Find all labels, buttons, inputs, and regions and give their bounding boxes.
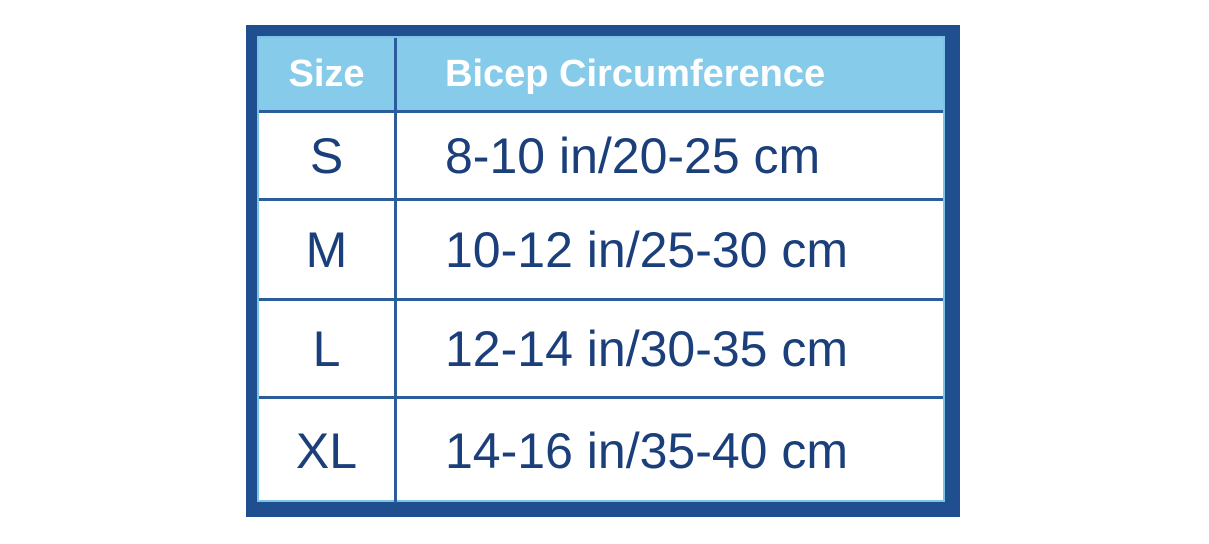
- size-cell: XL: [259, 399, 397, 503]
- table-row: XL 14-16 in/35-40 cm: [259, 399, 943, 503]
- measure-cell: 12-14 in/30-35 cm: [445, 320, 849, 377]
- size-cell: L: [259, 301, 397, 396]
- table-row: L 12-14 in/30-35 cm: [259, 301, 943, 399]
- measure-cell: 14-16 in/35-40 cm: [445, 423, 849, 479]
- header-cell: Bicep Circumference: [445, 52, 826, 95]
- table-row: M 10-12 in/25-30 cm: [259, 201, 943, 301]
- size-cell: S: [259, 113, 397, 198]
- header-cell: Size: [259, 38, 397, 110]
- header-row: Size Bicep Circumference: [259, 38, 943, 113]
- measure-cell: 10-12 in/25-30 cm: [445, 221, 849, 278]
- size-cell: M: [259, 201, 397, 298]
- measure-cell: 8-10 in/20-25 cm: [445, 127, 821, 184]
- table-row: S 8-10 in/20-25 cm: [259, 113, 943, 201]
- table: Size Bicep Circumference S 8-10 in/20-25 …: [257, 36, 945, 503]
- size-chart: Size Bicep Circumference S 8-10 in/20-25 …: [246, 25, 960, 517]
